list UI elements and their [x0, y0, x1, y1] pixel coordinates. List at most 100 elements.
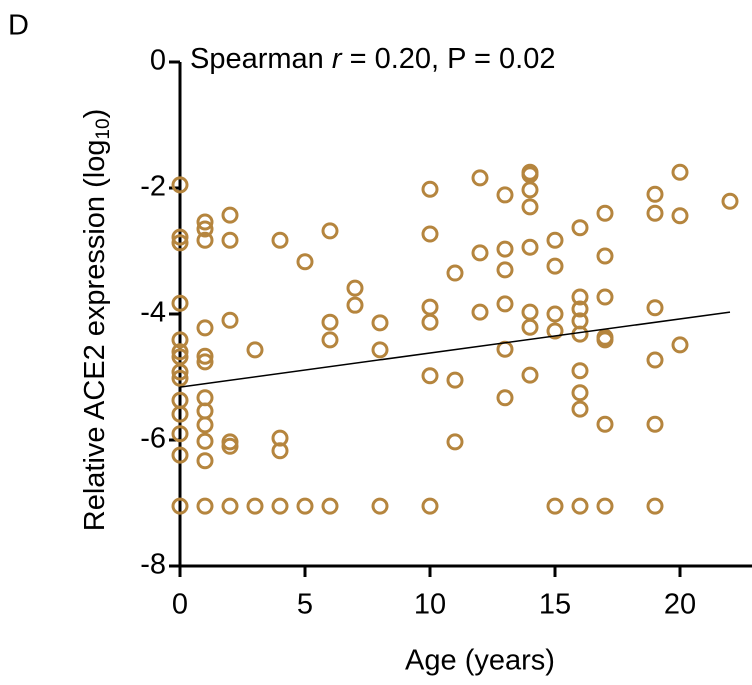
point — [196, 497, 214, 515]
point — [496, 389, 514, 407]
point — [671, 207, 689, 225]
point — [571, 362, 589, 380]
y-label-text: ) — [79, 109, 111, 119]
point — [246, 497, 264, 515]
point — [271, 231, 289, 249]
y-tick-label: -6 — [140, 423, 166, 455]
point — [346, 279, 364, 297]
point — [171, 294, 189, 312]
point — [471, 244, 489, 262]
point — [496, 340, 514, 358]
point — [321, 313, 339, 331]
point — [471, 169, 489, 187]
point — [196, 353, 214, 371]
point — [271, 442, 289, 460]
y-label-sub: 10 — [93, 118, 114, 139]
point — [246, 341, 264, 359]
point — [196, 220, 214, 238]
x-tick-label: 20 — [664, 589, 696, 621]
point — [421, 180, 439, 198]
y-tick-label: -2 — [140, 171, 166, 203]
point — [296, 497, 314, 515]
point — [671, 163, 689, 181]
point — [596, 331, 614, 349]
point — [196, 416, 214, 434]
point — [471, 303, 489, 321]
x-tick-label: 15 — [539, 589, 571, 621]
point — [546, 497, 564, 515]
point — [596, 497, 614, 515]
point — [421, 298, 439, 316]
point — [221, 311, 239, 329]
point — [171, 343, 189, 361]
x-tick-label: 10 — [414, 589, 446, 621]
point — [546, 322, 564, 340]
annotation-text: Spearman — [190, 43, 332, 75]
point — [571, 288, 589, 306]
point — [496, 240, 514, 258]
y-axis-label: Relative ACE2 expression (log10) — [79, 109, 114, 532]
point — [171, 405, 189, 423]
point — [171, 425, 189, 443]
point — [196, 213, 214, 231]
point — [446, 433, 464, 451]
point — [646, 185, 664, 203]
point — [496, 295, 514, 313]
point — [196, 452, 214, 470]
point — [521, 366, 539, 384]
point — [221, 437, 239, 455]
point — [346, 296, 364, 314]
point — [371, 314, 389, 332]
point — [371, 497, 389, 515]
point — [171, 228, 189, 246]
point — [646, 299, 664, 317]
point — [571, 219, 589, 237]
point — [646, 497, 664, 515]
point — [321, 497, 339, 515]
y-tick-label: -4 — [140, 297, 166, 329]
point — [221, 497, 239, 515]
point — [546, 257, 564, 275]
point — [596, 247, 614, 265]
point — [571, 384, 589, 402]
point — [196, 432, 214, 450]
point — [496, 186, 514, 204]
point — [596, 204, 614, 222]
point — [271, 497, 289, 515]
point — [571, 300, 589, 318]
fit-line — [179, 311, 731, 388]
point — [496, 261, 514, 279]
point — [421, 367, 439, 385]
point — [296, 253, 314, 271]
point — [571, 497, 589, 515]
point — [571, 400, 589, 418]
point — [421, 225, 439, 243]
point — [171, 369, 189, 387]
point — [171, 234, 189, 252]
point — [421, 313, 439, 331]
point — [371, 341, 389, 359]
annotation-text: = 0.20, P = 0.02 — [342, 43, 556, 75]
point — [196, 319, 214, 337]
point — [421, 497, 439, 515]
x-tick-label: 5 — [297, 589, 313, 621]
point — [521, 303, 539, 321]
point — [321, 222, 339, 240]
annotation: Spearman r = 0.20, P = 0.02 — [190, 43, 555, 75]
y-label-text: Relative ACE2 expression (log — [79, 140, 111, 532]
point — [546, 231, 564, 249]
point — [171, 497, 189, 515]
point — [321, 331, 339, 349]
point — [171, 446, 189, 464]
point — [446, 371, 464, 389]
y-tick-label: 0 — [150, 45, 166, 77]
point — [546, 305, 564, 323]
point — [521, 238, 539, 256]
point — [196, 347, 214, 365]
point — [521, 318, 539, 336]
point — [646, 351, 664, 369]
point — [196, 231, 214, 249]
point — [171, 331, 189, 349]
point — [646, 204, 664, 222]
